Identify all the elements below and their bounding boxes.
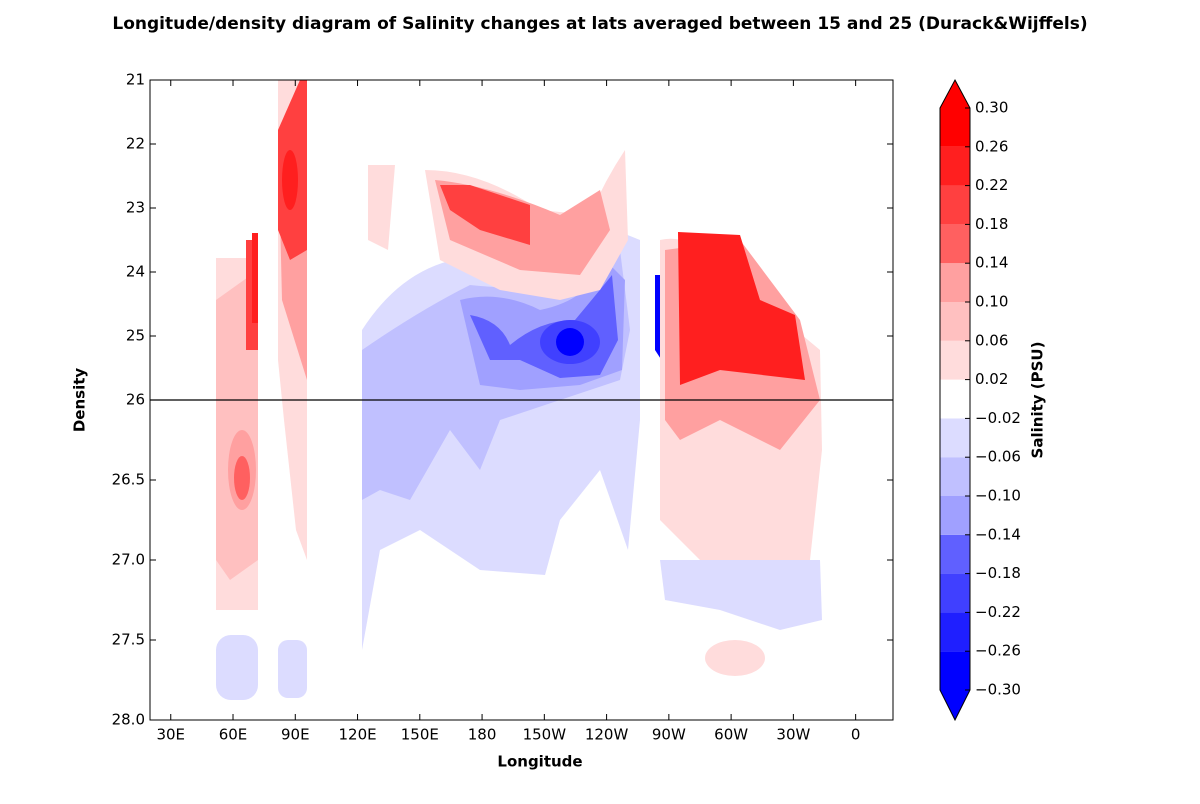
colorbar-tick-label: 0.10 [975, 293, 1008, 311]
colorbar-tick-label: 0.06 [975, 331, 1008, 349]
x-tick-label: 120E [338, 726, 376, 744]
colorbar-tick-label: 0.30 [975, 99, 1008, 117]
y-axis-label: Density [71, 368, 89, 433]
colorbar-label: Salinity (PSU) [1029, 342, 1047, 459]
y-tick-label: 26 [126, 391, 145, 409]
chart-title: Longitude/density diagram of Salinity ch… [112, 14, 1087, 34]
colorbar-tick-label: −0.02 [975, 409, 1021, 427]
x-tick-label: 60E [219, 726, 248, 744]
y-tick-label: 27.5 [112, 631, 145, 649]
y-tick-label: 26.5 [112, 471, 145, 489]
contour-region [278, 640, 307, 698]
contour-region [660, 560, 822, 630]
y-tick-label: 21 [126, 71, 145, 89]
colorbar-band [940, 534, 970, 574]
colorbar-under [940, 690, 970, 720]
colorbar-band [940, 573, 970, 613]
y-tick-label: 28.0 [112, 711, 145, 729]
colorbar-over [940, 80, 970, 108]
x-tick-label: 120W [585, 726, 629, 744]
colorbar-band [940, 146, 970, 186]
colorbar-band [940, 457, 970, 496]
colorbar-tick-label: −0.26 [975, 642, 1021, 660]
colorbar-tick-label: −0.10 [975, 487, 1021, 505]
colorbar-tick-label: −0.06 [975, 448, 1021, 466]
colorbar-band [940, 418, 970, 458]
x-tick-label: 0 [851, 726, 861, 744]
colorbar-tick-label: −0.22 [975, 603, 1021, 621]
x-tick-label: 180 [468, 726, 497, 744]
colorbar-band [940, 185, 970, 225]
colorbar-band [940, 224, 970, 264]
contour-region [282, 150, 298, 210]
x-tick-label: 60W [714, 726, 748, 744]
colorbar-tick-label: −0.14 [975, 525, 1021, 543]
y-tick-label: 25 [126, 327, 145, 345]
x-axis-label: Longitude [497, 753, 582, 771]
colorbar-tick-label: 0.02 [975, 370, 1008, 388]
colorbar-tick-label: 0.18 [975, 215, 1008, 233]
contour-region [368, 165, 395, 250]
colorbar-tick-label: 0.14 [975, 254, 1008, 272]
contour-region [678, 232, 805, 385]
colorbar-band [940, 108, 970, 147]
y-tick-label: 22 [126, 135, 145, 153]
y-tick-label: 24 [126, 263, 145, 281]
x-tick-label: 150W [523, 726, 567, 744]
contour-region [705, 640, 765, 676]
x-tick-label: 30W [776, 726, 810, 744]
contour-region [440, 185, 530, 245]
colorbar-band [940, 302, 970, 341]
colorbar-tick-label: 0.22 [975, 176, 1008, 194]
x-tick-label: 90E [281, 726, 310, 744]
colorbar-band [940, 651, 970, 690]
contour-region [234, 456, 250, 500]
y-tick-label: 23 [126, 199, 145, 217]
colorbar-band [940, 379, 970, 419]
x-tick-label: 90W [652, 726, 686, 744]
x-tick-label: 150E [401, 726, 439, 744]
colorbar-band [940, 340, 970, 380]
colorbar-tick-label: −0.18 [975, 564, 1021, 582]
colorbar-band [940, 612, 970, 652]
contour-region [252, 233, 258, 323]
colorbar-tick-label: 0.26 [975, 137, 1008, 155]
colorbar-tick-label: −0.30 [975, 681, 1021, 699]
colorbar-band [940, 496, 970, 535]
contour-field [216, 80, 822, 700]
y-tick-label: 27.0 [112, 551, 145, 569]
x-tick-label: 30E [156, 726, 185, 744]
contour-region [556, 328, 584, 356]
colorbar-band [940, 263, 970, 302]
contour-region [216, 635, 258, 700]
